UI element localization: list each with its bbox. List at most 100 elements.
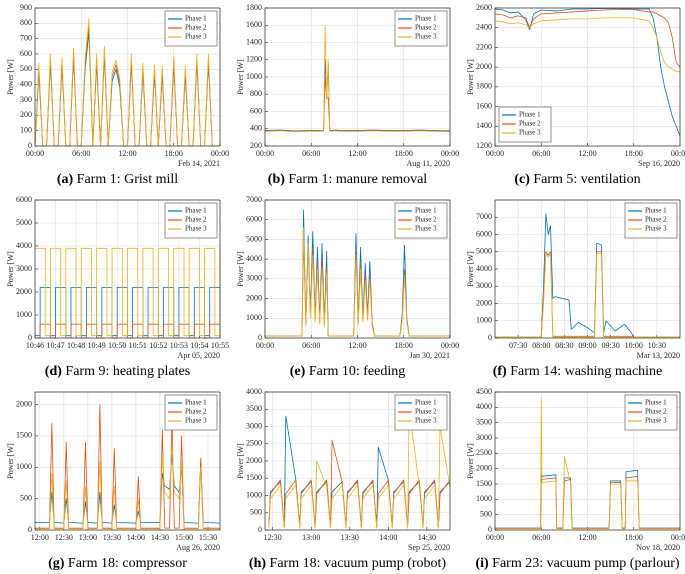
y-tick-label: 3500 xyxy=(246,404,262,413)
y-tick-label: 500 xyxy=(250,508,262,517)
y-tick-label: 6000 xyxy=(16,195,32,204)
y-axis-label: Power [W] xyxy=(466,59,475,95)
caption-label: (d) xyxy=(45,364,62,379)
legend-label: Phase 1 xyxy=(185,399,207,407)
y-axis-label: Power [W] xyxy=(236,443,245,479)
legend-label: Phase 2 xyxy=(185,216,207,224)
y-tick-label: 1000 xyxy=(476,494,492,503)
series-line xyxy=(495,251,680,338)
y-tick-label: 0 xyxy=(258,525,262,534)
x-tick-label: 00:00 xyxy=(486,533,504,542)
legend-label: Phase 3 xyxy=(645,417,667,425)
plot-frame xyxy=(34,391,221,531)
y-tick-label: 500 xyxy=(20,493,32,502)
caption-title: Farm 23: vacuum pump (parlour) xyxy=(492,556,680,571)
y-tick-label: 0 xyxy=(488,333,492,342)
y-tick-label: 3000 xyxy=(476,433,492,442)
y-tick-label: 1800 xyxy=(476,82,492,91)
y-tick-label: 200 xyxy=(20,110,32,119)
x-tick-label: 14:00 xyxy=(127,533,145,542)
x-tick-label: 18:00 xyxy=(395,341,413,350)
x-tick-label: 12:00 xyxy=(118,149,136,158)
y-tick-label: 2500 xyxy=(476,448,492,457)
y-tick-label: 400 xyxy=(250,124,262,133)
y-tick-label: 1600 xyxy=(476,101,492,110)
y-tick-label: 200 xyxy=(250,141,262,150)
legend-label: Phase 2 xyxy=(645,216,667,224)
plot-frame xyxy=(494,391,681,531)
series-line xyxy=(495,253,680,338)
caption-label: (a) xyxy=(57,172,74,187)
y-tick-label: 900 xyxy=(20,3,32,12)
y-tick-label: 1000 xyxy=(476,316,492,325)
date-label: Mar 13, 2020 xyxy=(637,351,680,360)
x-tick-label: 10:51 xyxy=(129,341,147,350)
series-line xyxy=(35,247,221,337)
x-tick-label: 00:00 xyxy=(211,149,229,158)
x-tick-label: 10:54 xyxy=(190,341,208,350)
x-tick-label: 06:00 xyxy=(302,149,320,158)
y-tick-label: 6000 xyxy=(476,229,492,238)
x-tick-label: 12:00 xyxy=(348,149,366,158)
x-tick-label: 10:48 xyxy=(67,341,85,350)
legend-label: Phase 3 xyxy=(415,417,437,425)
caption-label: (e) xyxy=(290,364,306,379)
y-tick-label: 4000 xyxy=(16,241,32,250)
y-tick-label: 1000 xyxy=(16,462,32,471)
series-line xyxy=(495,397,680,530)
x-tick-label: 10:30 xyxy=(648,341,666,350)
y-tick-label: 400 xyxy=(20,79,32,88)
x-tick-label: 00:00 xyxy=(671,533,685,542)
x-tick-label: 09:00 xyxy=(578,341,596,350)
y-axis-label: Power [W] xyxy=(236,251,245,287)
y-tick-label: 3500 xyxy=(476,417,492,426)
y-tick-label: 2500 xyxy=(246,439,262,448)
legend-label: Phase 2 xyxy=(415,216,437,224)
date-label: Aug 11, 2020 xyxy=(407,159,450,168)
plot-frame xyxy=(34,199,221,339)
x-tick-label: 10:53 xyxy=(170,341,188,350)
x-tick-label: 14:00 xyxy=(379,533,397,542)
x-tick-label: 10:50 xyxy=(108,341,126,350)
x-tick-label: 15:00 xyxy=(175,533,193,542)
y-tick-label: 1500 xyxy=(246,473,262,482)
x-tick-label: 13:30 xyxy=(103,533,121,542)
x-tick-label: 00:00 xyxy=(441,149,459,158)
y-tick-label: 2000 xyxy=(16,399,32,408)
caption-label: (i) xyxy=(475,556,489,571)
x-tick-label: 07:30 xyxy=(509,341,527,350)
y-tick-label: 5000 xyxy=(476,247,492,256)
x-tick-label: 13:00 xyxy=(79,533,97,542)
series-line xyxy=(35,404,220,529)
y-tick-label: 1000 xyxy=(246,313,262,322)
caption-title: Farm 10: feeding xyxy=(309,364,405,379)
caption-label: (f) xyxy=(493,364,507,379)
caption: (e) Farm 10: feeding xyxy=(290,364,405,379)
y-tick-label: 2000 xyxy=(246,456,262,465)
y-tick-label: 2000 xyxy=(476,298,492,307)
date-label: Sep 25, 2020 xyxy=(408,543,450,552)
plot-frame xyxy=(264,199,451,339)
x-tick-label: 00:00 xyxy=(256,149,274,158)
y-axis-label: Power [W] xyxy=(466,251,475,287)
y-tick-label: 700 xyxy=(20,33,32,42)
y-tick-label: 800 xyxy=(250,89,262,98)
y-axis-label: Power [W] xyxy=(466,443,475,479)
caption-title: Farm 5: ventilation xyxy=(533,172,640,187)
caption-title: Farm 1: Grist mill xyxy=(77,172,179,187)
y-tick-label: 3000 xyxy=(246,274,262,283)
y-tick-label: 2000 xyxy=(16,287,32,296)
legend-label: Phase 3 xyxy=(415,225,437,233)
y-tick-label: 1800 xyxy=(246,3,262,12)
y-axis-label: Power [W] xyxy=(236,59,245,95)
x-tick-label: 12:00 xyxy=(31,533,49,542)
x-tick-label: 18:00 xyxy=(625,533,643,542)
caption-label: (h) xyxy=(249,556,266,571)
y-tick-label: 600 xyxy=(20,49,32,58)
x-tick-label: 06:00 xyxy=(302,341,320,350)
y-tick-label: 0 xyxy=(28,525,32,534)
y-tick-label: 1600 xyxy=(246,20,262,29)
x-tick-label: 10:47 xyxy=(46,341,64,350)
y-tick-label: 500 xyxy=(480,509,492,518)
